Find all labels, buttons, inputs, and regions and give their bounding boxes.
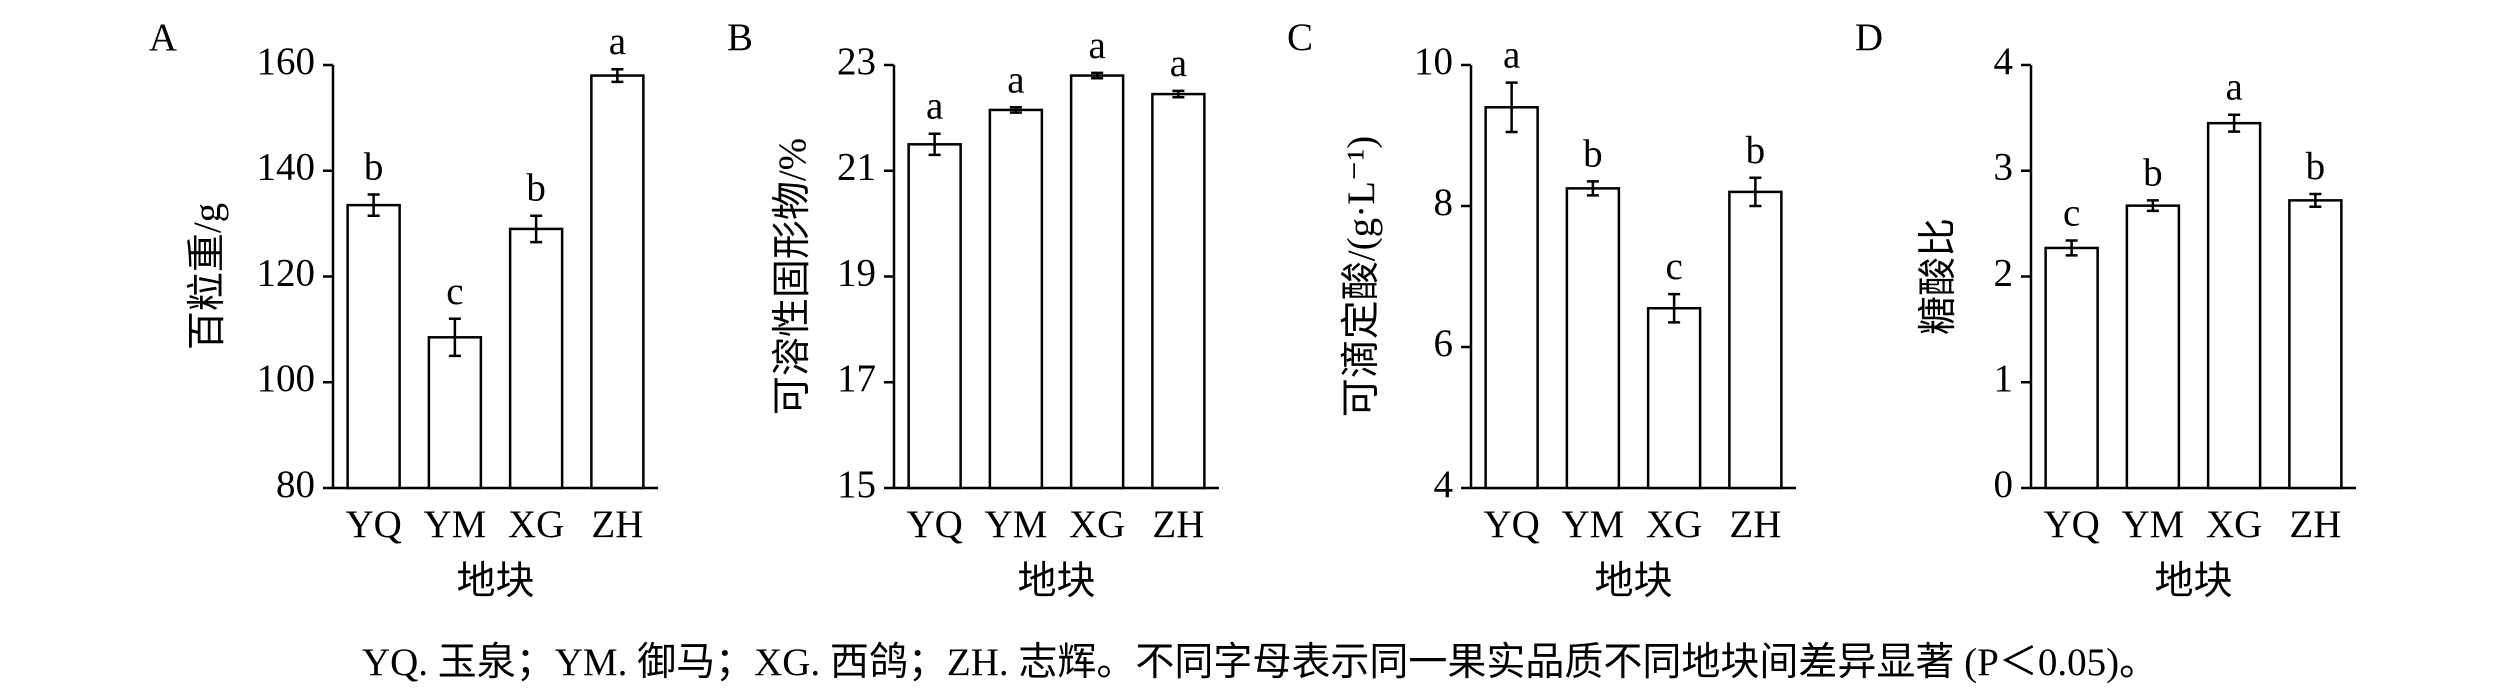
y-tick-label: 6: [1434, 322, 1454, 365]
error-bar: [530, 214, 543, 244]
y-tick-label: 19: [837, 251, 876, 294]
x-tick-label: XG: [2206, 503, 2262, 546]
error-bar: [448, 317, 461, 358]
y-tick-label: 2: [1994, 251, 2014, 294]
bar: [1069, 74, 1125, 490]
x-tick-label: YM: [423, 503, 486, 546]
error-bar: [2146, 199, 2159, 213]
significance-letter: c: [2063, 191, 2080, 234]
y-tick-label: 0: [1994, 463, 2014, 506]
significance-letter: b: [2306, 145, 2326, 188]
y-tick-label: 10: [1414, 40, 1453, 83]
significance-letter: a: [1007, 58, 1024, 101]
y-axis-label: 百粒重/g: [186, 203, 229, 350]
error-bar: [1749, 176, 1762, 208]
bar: [988, 108, 1044, 490]
panel-label: D: [1855, 16, 1883, 59]
x-tick-label: ZH: [1729, 503, 1781, 546]
bar: [1484, 106, 1539, 490]
x-tick-label: YQ: [906, 503, 962, 546]
bar: [508, 227, 564, 490]
error-bar: [1505, 81, 1518, 134]
y-tick-label: 1: [1994, 357, 2014, 400]
y-tick-label: 21: [837, 146, 876, 189]
y-tick-label: 80: [276, 463, 315, 506]
error-bar: [367, 193, 380, 217]
x-tick-label: YM: [1561, 503, 1624, 546]
y-tick-label: 4: [1994, 40, 2014, 83]
x-axis-label: 地块: [456, 560, 534, 603]
error-bar: [2309, 192, 2322, 208]
bar: [1151, 92, 1206, 490]
significance-letter: a: [926, 85, 943, 128]
error-bar: [2065, 239, 2078, 257]
x-tick-label: YQ: [2043, 503, 2099, 546]
significance-letter: b: [1746, 129, 1766, 172]
y-axis-label: 糖酸比: [1917, 218, 1960, 335]
significance-letter: a: [2225, 66, 2242, 109]
y-tick-label: 15: [837, 463, 876, 506]
error-bar: [2228, 113, 2241, 133]
error-bar: [1586, 180, 1599, 197]
error-bar: [1668, 292, 1681, 324]
significance-letter: b: [2143, 151, 2163, 194]
x-tick-label: ZH: [591, 503, 643, 546]
significance-letter: b: [364, 145, 384, 188]
bar: [907, 143, 962, 490]
error-bar: [611, 67, 624, 84]
x-tick-label: YM: [2121, 503, 2184, 546]
significance-letter: b: [526, 167, 546, 210]
bar: [1565, 187, 1621, 490]
y-tick-label: 100: [257, 357, 316, 400]
bar: [2206, 121, 2262, 490]
significance-letter: a: [1170, 42, 1187, 85]
x-tick-label: YQ: [1483, 503, 1539, 546]
x-tick-label: YM: [984, 503, 1047, 546]
x-tick-label: XG: [1069, 503, 1125, 546]
error-bar: [1172, 89, 1185, 99]
panel-label: B: [727, 16, 753, 59]
bar: [2125, 204, 2181, 490]
x-axis-label: 地块: [2154, 560, 2232, 603]
significance-letter: a: [1503, 34, 1520, 77]
x-tick-label: XG: [1646, 503, 1702, 546]
bar: [1728, 190, 1783, 490]
bar: [1646, 306, 1702, 490]
x-tick-label: YQ: [345, 503, 401, 546]
x-tick-label: XG: [508, 503, 564, 546]
error-bar: [1009, 106, 1022, 114]
significance-letter: b: [1583, 132, 1603, 175]
x-tick-label: ZH: [1152, 503, 1204, 546]
bar: [427, 336, 483, 490]
y-axis-label: 可溶性固形物/%: [771, 138, 814, 415]
bar: [346, 203, 401, 490]
significance-letter: a: [1088, 24, 1105, 67]
y-tick-label: 160: [257, 40, 316, 83]
panel-label: C: [1287, 16, 1313, 59]
y-tick-label: 23: [837, 40, 876, 83]
significance-letter: c: [446, 270, 463, 313]
y-tick-label: 3: [1994, 146, 2014, 189]
significance-letter: c: [1665, 245, 1682, 288]
y-tick-label: 120: [257, 251, 316, 294]
x-tick-label: ZH: [2289, 503, 2341, 546]
x-axis-label: 地块: [1594, 560, 1672, 603]
error-bar: [1091, 71, 1104, 80]
y-tick-label: 4: [1434, 463, 1454, 506]
significance-letter: a: [609, 20, 626, 63]
panel-label: A: [149, 16, 177, 59]
y-tick-label: 17: [837, 357, 876, 400]
caption: YQ. 玉泉；YM. 御马；XG. 西鸽；ZH. 志辉。不同字母表示同一果实品质…: [362, 641, 2158, 684]
bar: [590, 74, 645, 490]
bar: [2044, 246, 2099, 490]
y-axis-label: 可滴定酸/(g·L⁻¹): [1340, 136, 1383, 417]
x-axis-label: 地块: [1017, 560, 1095, 603]
y-tick-label: 8: [1434, 181, 1454, 224]
bar: [2288, 199, 2343, 490]
y-tick-label: 140: [257, 146, 316, 189]
error-bar: [928, 132, 941, 157]
